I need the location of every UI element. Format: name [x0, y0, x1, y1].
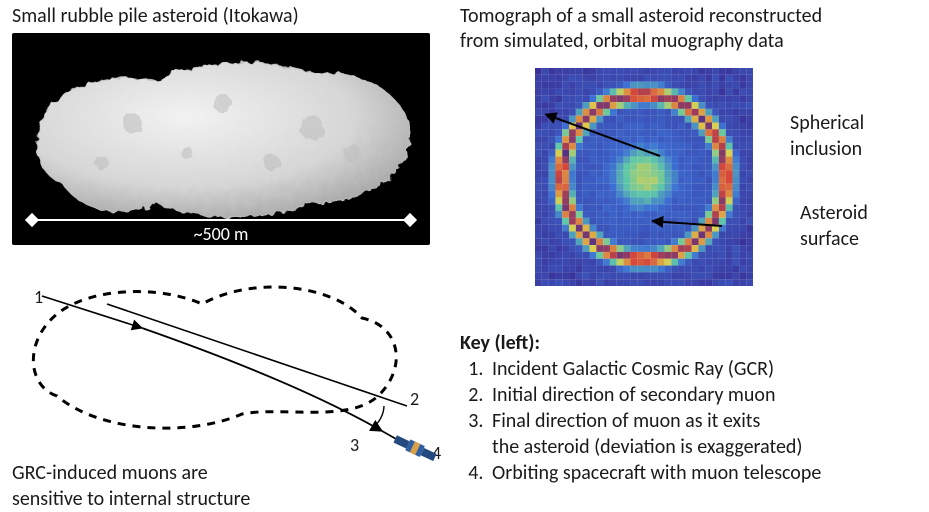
itokawa-shape: [12, 33, 430, 245]
callout-label-inclusion: Spherical inclusion: [790, 110, 864, 162]
key-block: Key (left): Incident Galactic Cosmic Ray…: [460, 330, 920, 486]
scale-bar-label: ~500 m: [12, 223, 430, 245]
muon-caption: GRC-induced muons are sensitive to inter…: [12, 460, 250, 512]
key-heading: Key (left):: [460, 331, 540, 355]
ray-final-muon-path: [142, 328, 382, 431]
muon-diagram: 1 2 3 4: [12, 256, 432, 466]
muon-key-num-2: 2: [410, 388, 419, 410]
tomograph-heatmap: [535, 68, 753, 286]
asteroid-outline-dashed: [33, 287, 396, 428]
muon-key-num-1: 1: [34, 286, 43, 308]
scale-bar: [30, 219, 412, 221]
left-title: Small rubble pile asteroid (Itokawa): [12, 4, 299, 29]
right-title: Tomograph of a small asteroid reconstruc…: [460, 4, 822, 54]
asteroid-panel: ~500 m: [12, 33, 430, 245]
key-item-2: Initial direction of secondary muon: [488, 382, 920, 408]
key-item-4: Orbiting spacecraft with muon telescope: [488, 460, 920, 486]
ray-incident-gcr: [42, 296, 142, 328]
callout-label-surface: Asteroid surface: [800, 200, 868, 252]
muon-key-num-3: 3: [350, 434, 359, 456]
deviation-arc: [372, 406, 384, 428]
key-item-3: Final direction of muon as it exits the …: [488, 408, 920, 460]
key-item-1: Incident Galactic Cosmic Ray (GCR): [488, 356, 920, 382]
